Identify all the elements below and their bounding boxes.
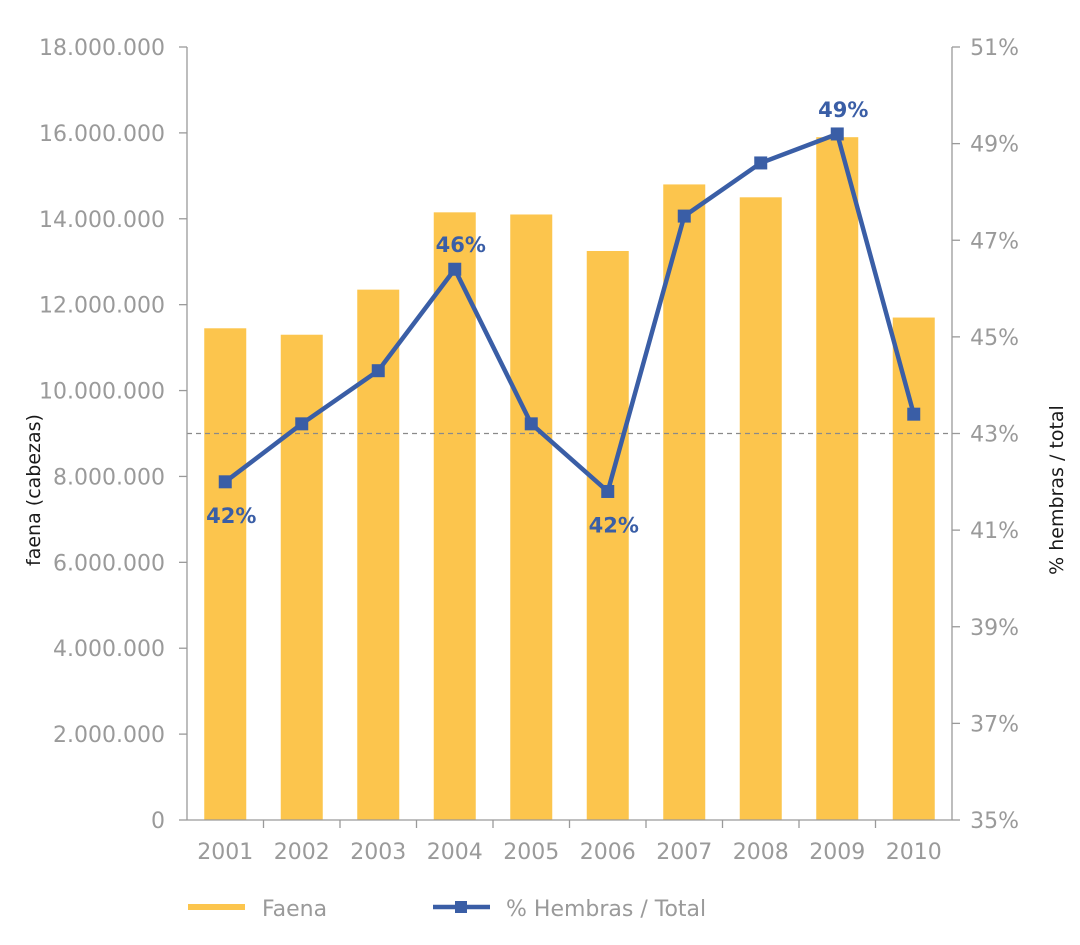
line-point-2009 — [830, 127, 844, 141]
left-tick-label: 14.000.000 — [39, 208, 165, 233]
x-tick-label: 2004 — [427, 840, 483, 865]
legend-swatch-faena — [188, 904, 245, 910]
left-tick-label: 2.000.000 — [53, 723, 165, 748]
left-tick-label: 8.000.000 — [53, 465, 165, 490]
y-axis-left-title: faena (cabezas) — [23, 414, 45, 566]
bar-2002 — [280, 334, 323, 820]
bar-2009 — [816, 137, 859, 820]
x-tick-label: 2003 — [350, 840, 406, 865]
line-point-2007 — [677, 209, 691, 223]
left-tick-label: 6.000.000 — [53, 551, 165, 576]
right-tick-label: 51% — [970, 36, 1019, 61]
x-tick-label: 2001 — [197, 840, 253, 865]
x-tick-label: 2010 — [886, 840, 942, 865]
line-point-2002 — [295, 417, 309, 431]
right-tick-label: 41% — [970, 519, 1019, 544]
right-tick-label: 47% — [970, 229, 1019, 254]
left-tick-label: 10.000.000 — [39, 380, 165, 405]
data-label-2001: 42% — [206, 504, 256, 528]
left-tick-label: 4.000.000 — [53, 637, 165, 662]
left-tick-label: 0 — [151, 809, 165, 834]
data-label-2006: 42% — [589, 513, 639, 537]
right-tick-label: 35% — [970, 809, 1019, 834]
right-tick-label: 43% — [970, 423, 1019, 448]
bar-2004 — [433, 212, 476, 820]
legend-label-hembras: % Hembras / Total — [506, 897, 706, 922]
line-point-2005 — [524, 417, 538, 431]
right-tick-label: 45% — [970, 326, 1019, 351]
x-tick-label: 2007 — [656, 840, 712, 865]
right-tick-label: 37% — [970, 712, 1019, 737]
legend-swatch-marker — [455, 901, 467, 913]
line-point-2008 — [754, 156, 768, 170]
line-point-2004 — [448, 262, 462, 276]
axes-layer: 0 2.000.000 4.000.000 6.000.000 8.000.000 10.… — [23, 36, 1068, 865]
bar-2008 — [739, 197, 782, 821]
data-label-2004: 46% — [436, 233, 486, 257]
x-tick-label: 2002 — [274, 840, 330, 865]
left-tick-label: 16.000.000 — [39, 122, 165, 147]
bar-2006 — [586, 250, 629, 821]
x-tick-label: 2009 — [809, 840, 865, 865]
bar-2005 — [510, 214, 553, 820]
bar-2001 — [204, 328, 247, 820]
line-series-path — [223, 131, 916, 494]
line-point-2010 — [907, 407, 921, 421]
right-tick-label: 39% — [970, 616, 1019, 641]
right-tick-label: 49% — [970, 133, 1019, 158]
line-point-2001 — [218, 475, 232, 489]
y-axis-right-title: % hembras / total — [1046, 405, 1068, 575]
bar-2010 — [892, 317, 935, 820]
line-point-2006 — [601, 484, 615, 498]
left-tick-label: 12.000.000 — [39, 294, 165, 319]
x-tick-label: 2005 — [503, 840, 559, 865]
bars-layer — [204, 137, 935, 821]
left-tick-label: 18.000.000 — [39, 36, 165, 61]
line-layer — [218, 127, 921, 498]
x-tick-label: 2008 — [733, 840, 789, 865]
line-point-2003 — [371, 364, 385, 378]
legend-label-faena: Faena — [262, 897, 327, 922]
labels-layer: 42% 46% 42% 49% — [206, 98, 868, 538]
legend: Faena % Hembras / Total — [188, 897, 706, 922]
x-tick-label: 2006 — [580, 840, 636, 865]
bar-2007 — [663, 184, 706, 820]
data-label-2009: 49% — [818, 98, 868, 122]
